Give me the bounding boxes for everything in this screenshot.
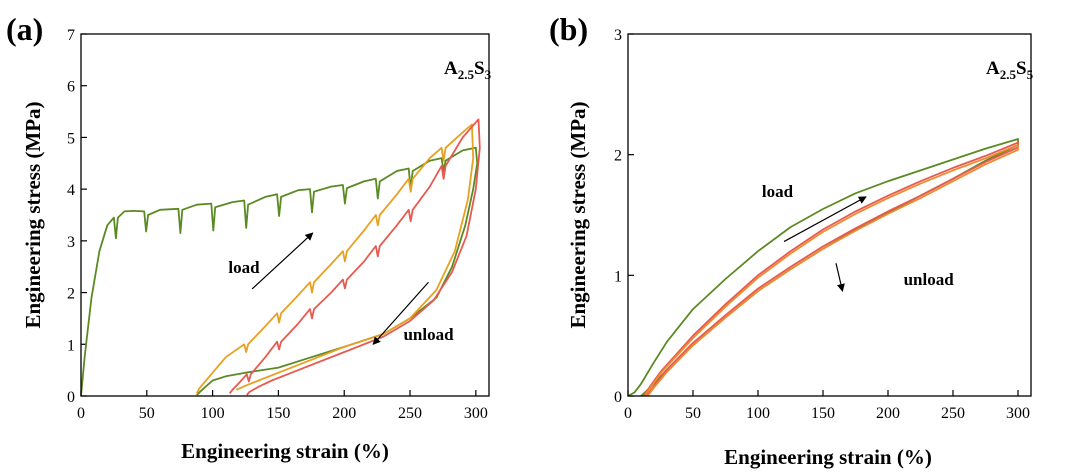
x-tick-label: 150 [266,405,290,422]
panel-a-series [80,118,481,397]
x-tick-label: 0 [77,405,85,422]
panel-b-ticks: 0 50 100 150 200 250 300 0 1 2 3 [614,27,1030,422]
panel-a-label: (a) [6,11,43,47]
x-tick-label: 150 [811,405,835,422]
annotation-label: unload [403,325,454,344]
x-tick-label: 200 [876,405,900,422]
x-tick-label: 300 [1006,405,1030,422]
y-tick-label: 5 [67,130,75,147]
x-tick-label: 50 [685,405,701,422]
panel-a-y-axis-label: Engineering stress (MPa) [21,101,45,328]
panel-b-y-axis-label: Engineering stress (MPa) [566,101,590,328]
panel-b-frame [627,33,1032,397]
y-tick-label: 6 [67,79,75,96]
annotation-arrow [835,263,845,292]
annotation-label: unload [904,270,955,289]
x-tick-label: 0 [624,405,632,422]
y-tick-label: 4 [67,182,75,199]
series-line-2 [196,123,475,394]
y-tick-label: 1 [614,268,622,285]
x-tick-label: 200 [332,405,356,422]
series-line-2 [642,141,1019,397]
x-tick-label: 300 [464,405,488,422]
panel-b-annotations: load unload [762,182,955,292]
x-tick-label: 50 [139,405,155,422]
panel-a-ticks: 0 50 100 150 200 250 300 0 1 2 3 4 5 6 7 [67,27,488,422]
panel-a-sample-label: A2.5S3 [444,58,492,82]
panel-b-series [627,138,1019,397]
y-tick-label: 0 [614,389,622,406]
y-tick-label: 3 [614,27,622,44]
y-tick-label: 2 [67,286,75,303]
y-tick-label: 0 [67,389,75,406]
annotation-arrow [251,232,314,290]
annotation-arrow [372,281,429,346]
y-tick-label: 7 [67,27,75,44]
series-line-1 [80,146,479,397]
panel-a-annotations: load unload [228,232,454,346]
panel-b: (b) A2.5S5 Engineering strain (%) Engine… [549,11,1034,469]
panel-a: (a) A2.5S3 Engineering strain (%) Engine… [6,11,492,463]
annotation-label: load [228,258,260,277]
x-tick-label: 100 [201,405,225,422]
x-tick-label: 250 [941,405,965,422]
panel-b-sample-label: A2.5S5 [986,58,1034,82]
y-tick-label: 2 [614,148,622,165]
annotation-arrow [783,196,867,243]
panel-a-x-axis-label: Engineering strain (%) [181,439,389,463]
annotation-label: load [762,182,794,201]
panel-a-frame [80,33,490,397]
x-tick-label: 100 [746,405,770,422]
series-line-3 [644,144,1019,397]
y-tick-label: 3 [67,234,75,251]
series-line-3 [228,118,481,396]
x-tick-label: 250 [398,405,422,422]
panel-b-x-axis-label: Engineering strain (%) [724,445,932,469]
panel-b-label: (b) [549,11,588,47]
y-tick-label: 1 [67,337,75,354]
